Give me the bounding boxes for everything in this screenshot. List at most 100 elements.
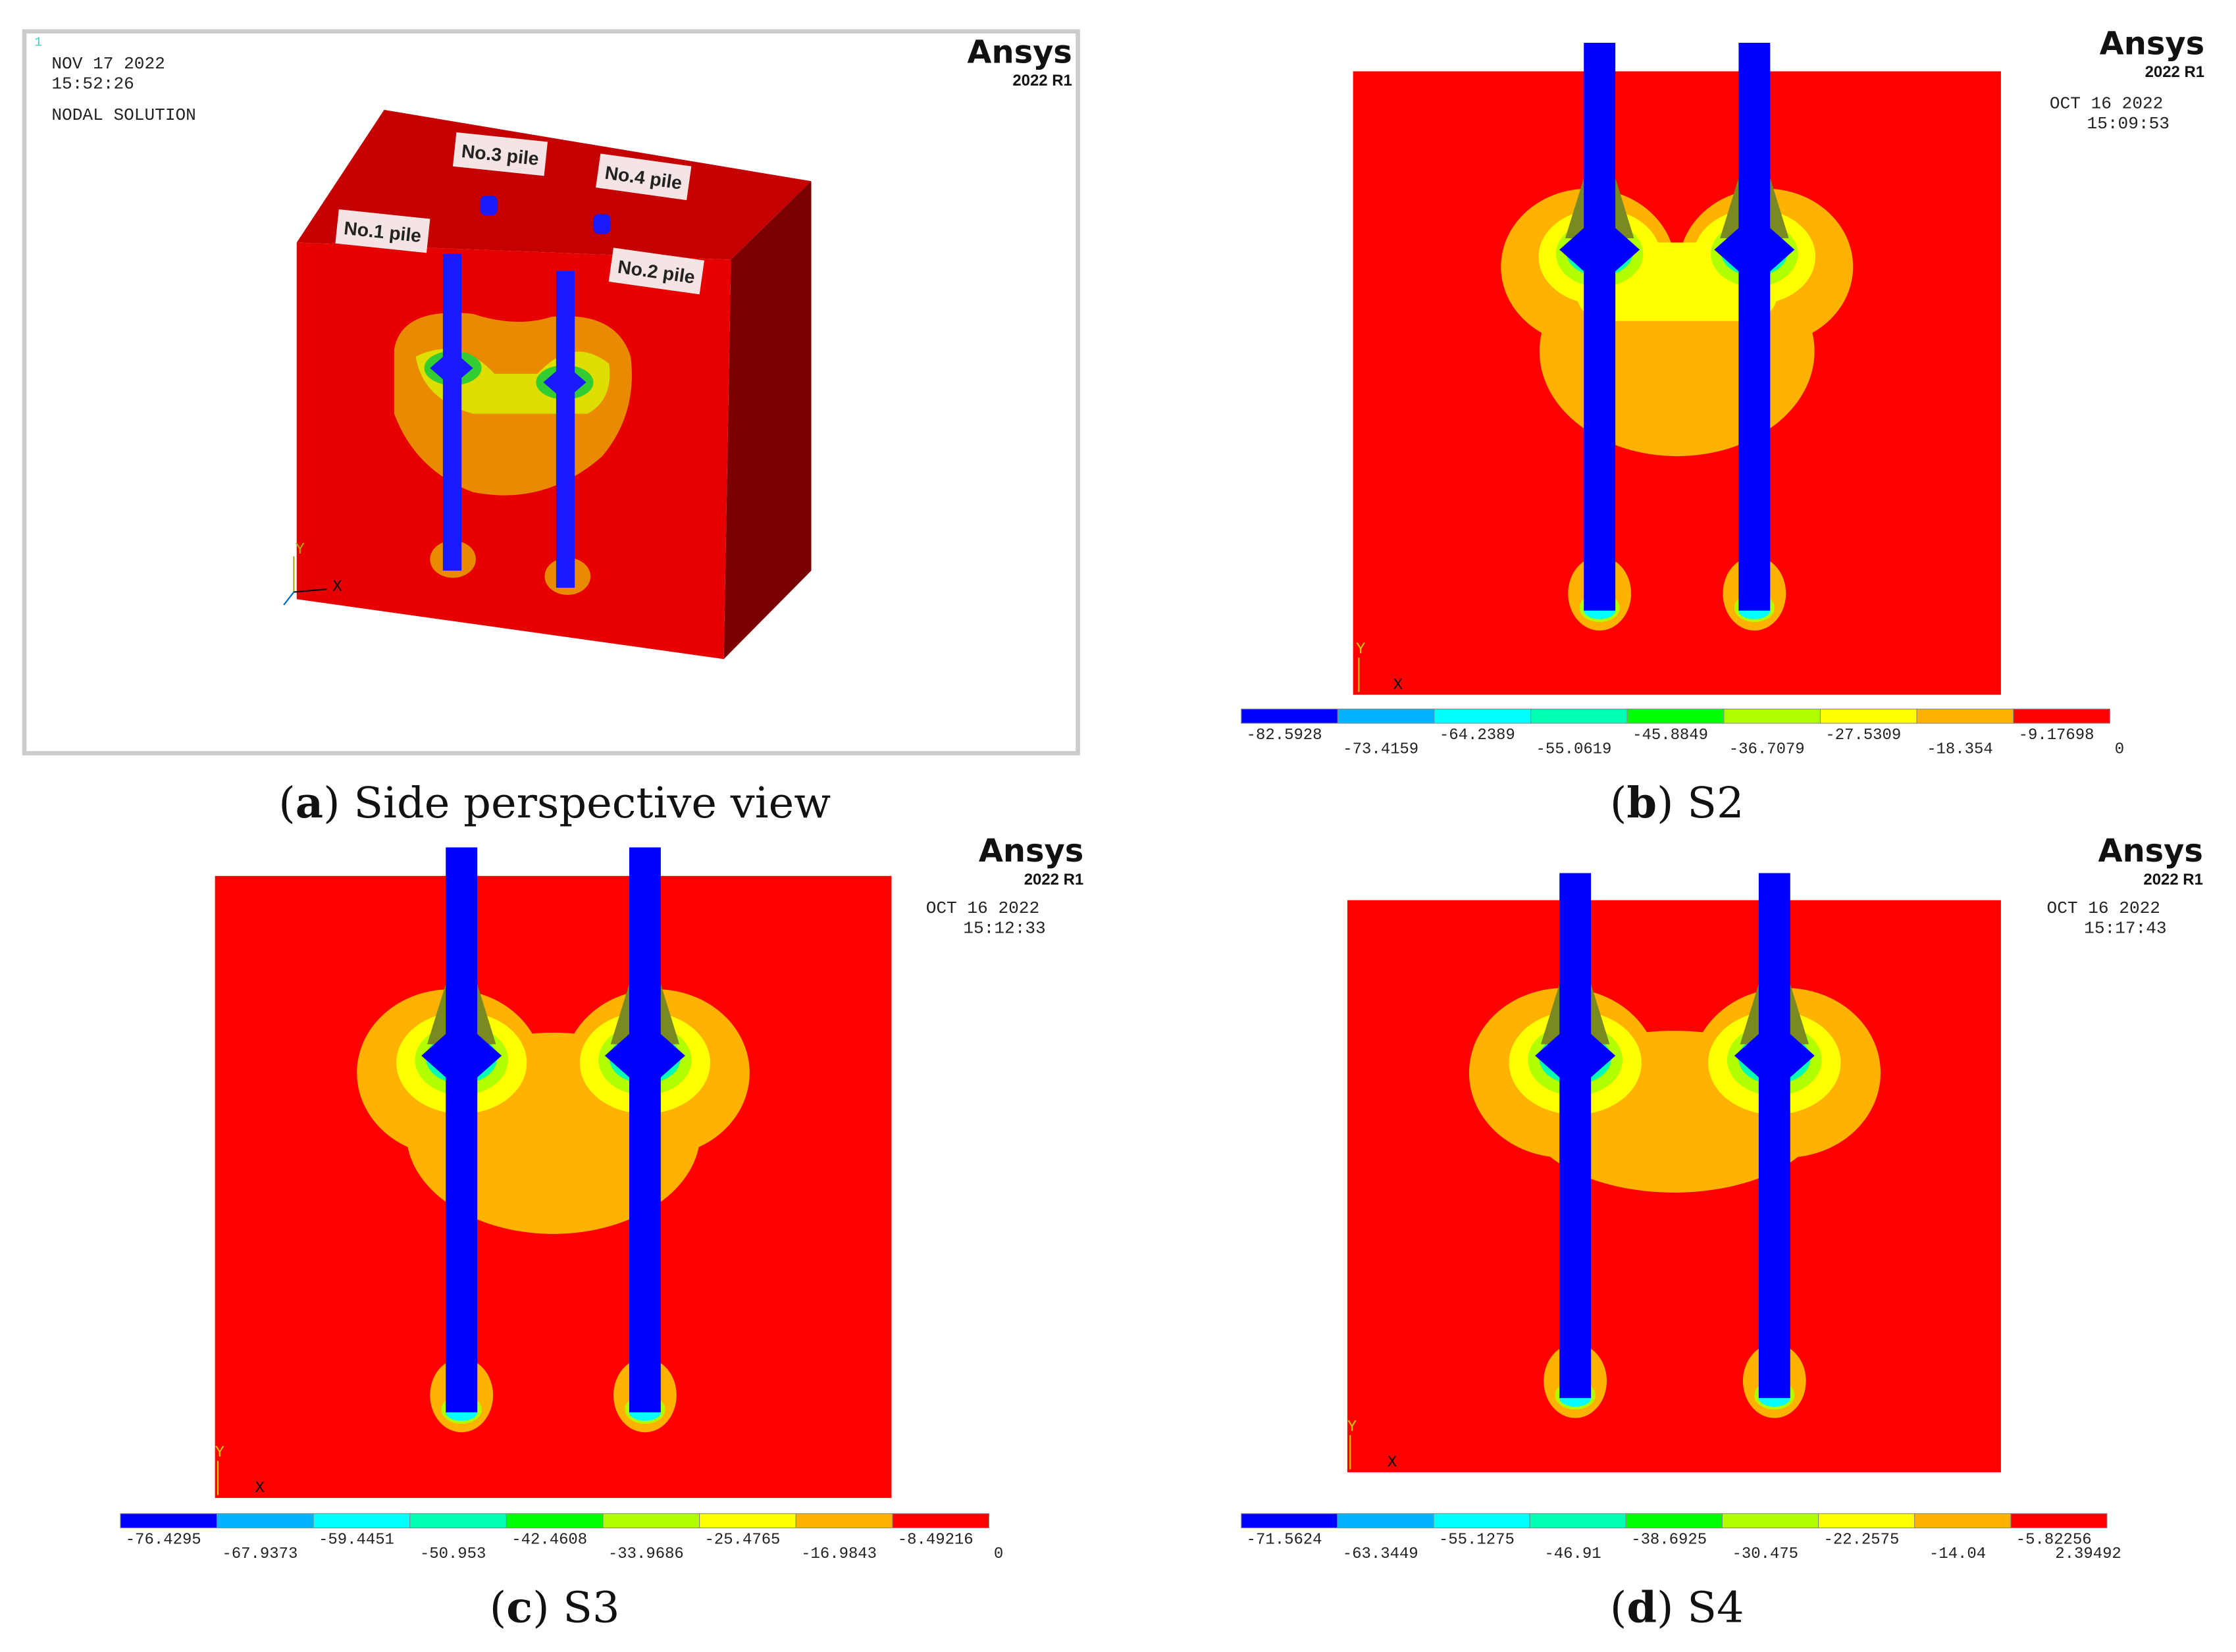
colorbar-label: -50.953 [420, 1545, 486, 1563]
corner: 1 [34, 35, 42, 49]
colorbar-segment [313, 1513, 411, 1528]
pile-cap [1734, 1020, 1815, 1092]
axis-label: X [332, 578, 342, 596]
caption-prefix: ( [1610, 1584, 1626, 1633]
colorbar-segment [602, 1513, 700, 1528]
colorbar-label: 0 [2115, 740, 2124, 758]
colorbar-label: -82.5928 [1247, 727, 1322, 744]
colorbar-segment [1818, 1513, 1915, 1528]
pile-cap [430, 349, 473, 387]
pile [442, 253, 462, 571]
pile [480, 195, 498, 216]
colorbar-segment [699, 1513, 796, 1528]
colorbar-segment [1721, 1513, 1819, 1528]
pile-cap [1559, 214, 1640, 286]
colorbar-segment [1916, 708, 2014, 724]
colorbar-label: -33.9686 [608, 1545, 684, 1563]
colorbar-segment [1337, 708, 1435, 724]
axis-label: X [255, 1480, 265, 1497]
colorbar-segment [1530, 708, 1628, 724]
logo: Ansys [967, 34, 1072, 70]
pile-cap [1714, 214, 1795, 286]
caption: (d) S4 [1610, 1583, 1744, 1633]
axis-label: X [1393, 677, 1403, 694]
colorbar-label: -9.17698 [2019, 727, 2094, 744]
pile-label-box [596, 153, 692, 201]
caption-text: ) S3 [533, 1584, 620, 1633]
axis-label: X [1388, 1454, 1397, 1472]
colorbar-segment [506, 1513, 604, 1528]
logo: Ansys [2100, 26, 2204, 62]
colorbar-label: -22.2575 [1823, 1531, 1899, 1549]
colorbar-segment [1819, 708, 1917, 724]
pile [593, 214, 611, 234]
colorbar-label: -46.91 [1544, 1545, 1601, 1563]
colorbar-label: -36.7079 [1729, 740, 1805, 758]
caption-text: ) S4 [1657, 1584, 1744, 1633]
colorbar-label: -16.9843 [801, 1545, 877, 1563]
axis-label: Y [296, 541, 305, 559]
colorbar-segment [1626, 708, 1725, 724]
colorbar-label: -76.4295 [126, 1531, 201, 1549]
colorbar-label: -38.6925 [1631, 1531, 1707, 1549]
colorbar-label: 0 [994, 1545, 1003, 1563]
time: 15:17:43 [2084, 919, 2166, 939]
colorbar-segment [892, 1513, 990, 1528]
axis-label: Y [1347, 1418, 1357, 1436]
colorbar-segment [1723, 708, 1821, 724]
colorbar-segment [2010, 1513, 2108, 1528]
colorbar-label: -63.3449 [1343, 1545, 1418, 1563]
caption: (c) S3 [490, 1583, 620, 1633]
solution: NODAL SOLUTION [51, 105, 195, 125]
colorbar-segment [1434, 708, 1532, 724]
caption-prefix: ( [278, 779, 295, 828]
pile [446, 847, 478, 1412]
colorbar-segment [120, 1513, 218, 1528]
time: 15:52:26 [51, 74, 134, 93]
colorbar-label: -27.5309 [1825, 727, 1901, 744]
axis-label: Y [215, 1444, 224, 1462]
colorbar-label: -14.04 [1929, 1545, 1986, 1563]
pile [1559, 873, 1592, 1399]
caption-prefix: ( [490, 1584, 506, 1633]
time: 15:09:53 [2087, 114, 2170, 134]
version: 2022 R1 [1012, 72, 1072, 90]
colorbar-label: -59.4451 [319, 1531, 394, 1549]
caption-letter: a [296, 778, 323, 828]
version: 2022 R1 [2143, 871, 2202, 889]
pile-label-box [335, 209, 430, 253]
pile [1738, 43, 1771, 611]
colorbar-label: -64.2389 [1440, 727, 1515, 744]
colorbar-label: -18.354 [1927, 740, 1993, 758]
colorbar-label: 2.39492 [2055, 1545, 2121, 1563]
colorbar-segment [795, 1513, 893, 1528]
pile-cap [421, 1020, 502, 1092]
caption-letter: d [1626, 1583, 1657, 1633]
colorbar-segment [1337, 1513, 1434, 1528]
logo: Ansys [2098, 833, 2203, 869]
colorbar-label: -42.4608 [511, 1531, 587, 1549]
axis-label: Y [1356, 641, 1365, 659]
pile-label-box [452, 132, 548, 176]
version: 2022 R1 [1024, 871, 1083, 889]
colorbar-label: -25.4765 [705, 1531, 781, 1549]
logo: Ansys [979, 833, 1083, 869]
colorbar-label: -71.5624 [1247, 1531, 1322, 1549]
pile [556, 271, 575, 588]
colorbar-label: -30.475 [1732, 1545, 1799, 1563]
colorbar-label: -8.49216 [898, 1531, 974, 1549]
date: OCT 16 2022 [2047, 898, 2160, 918]
pile-label-box [608, 247, 704, 295]
date: OCT 16 2022 [2050, 94, 2163, 114]
colorbar-label: -5.82256 [2016, 1531, 2092, 1549]
version: 2022 R1 [2145, 63, 2204, 81]
date: NOV 17 2022 [51, 54, 165, 74]
colorbar-segment [1625, 1513, 1723, 1528]
side-face [723, 181, 812, 659]
caption-letter: c [506, 1583, 533, 1633]
pile [1758, 873, 1790, 1399]
colorbar-segment [1241, 708, 1338, 724]
